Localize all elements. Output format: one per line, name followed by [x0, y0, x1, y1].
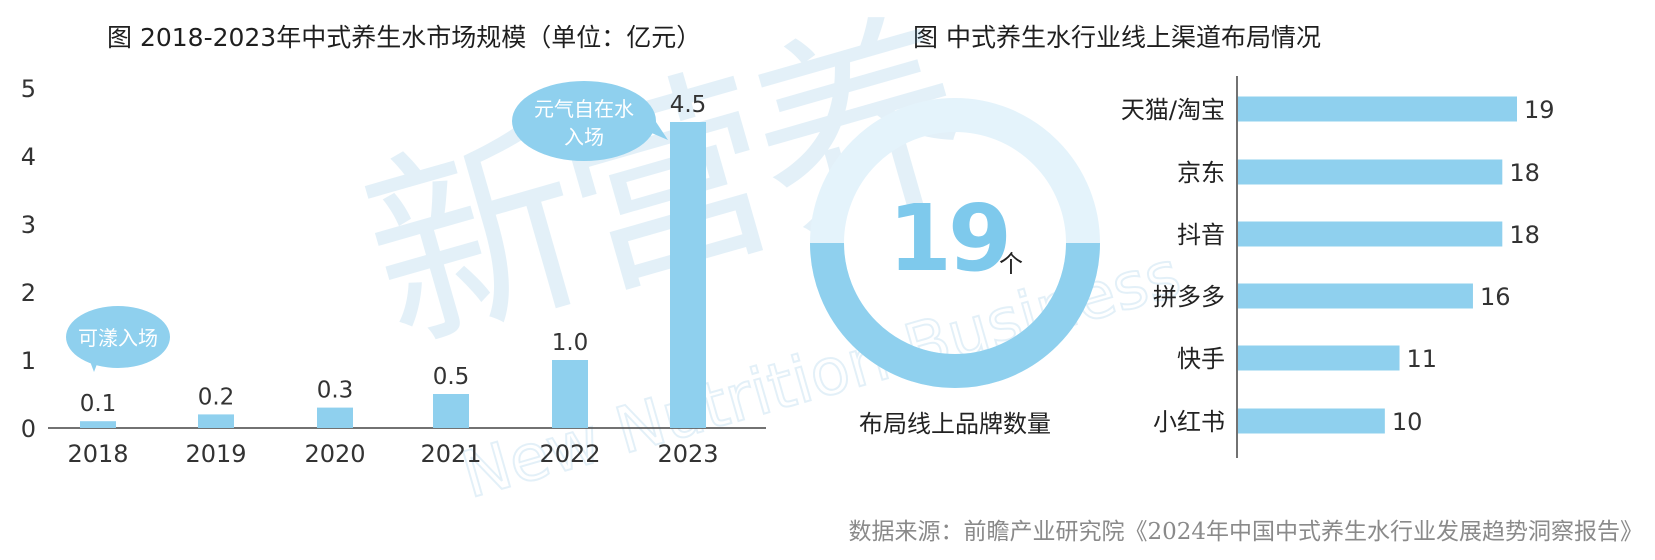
- hbar-3: [1238, 283, 1473, 309]
- bar-value-label: 0.2: [198, 384, 235, 410]
- y-tick-label: 3: [21, 211, 36, 239]
- x-tick-label: 2018: [67, 440, 128, 468]
- bar-value-label: 0.1: [80, 391, 117, 417]
- callout-text: 元气自在水: [534, 97, 634, 121]
- callout-text: 入场: [564, 125, 604, 149]
- bar-2022: [552, 360, 588, 428]
- category-label: 小红书: [1153, 408, 1225, 436]
- x-tick-label: 2023: [657, 440, 718, 468]
- y-tick-label: 5: [21, 75, 36, 103]
- market-size-chart: 0 1 2 3 4 5 0.1 2018 0.2 2019 0.3 2020 0.5 2021 1.0 202…: [21, 75, 766, 468]
- right-chart-title: 图 中式养生水行业线上渠道布局情况: [913, 23, 1321, 52]
- hbar-1: [1238, 159, 1503, 185]
- x-tick-label: 2021: [420, 440, 481, 468]
- category-label: 拼多多: [1153, 283, 1225, 311]
- hbar-0: [1238, 96, 1517, 122]
- callout-2018: 可漾入场: [66, 306, 170, 372]
- callout-text: 可漾入场: [78, 326, 158, 350]
- bar-2018: [80, 421, 116, 428]
- x-tick-label: 2019: [185, 440, 246, 468]
- x-tick-label: 2020: [304, 440, 365, 468]
- ring-value: 19: [888, 185, 1008, 292]
- hbar-value-label: 10: [1392, 408, 1423, 436]
- hbar-value-label: 18: [1509, 159, 1540, 187]
- hbar-value-label: 16: [1480, 283, 1511, 311]
- y-tick-label: 1: [21, 347, 36, 375]
- y-tick-label: 4: [21, 143, 36, 171]
- category-label: 天猫/淘宝: [1121, 96, 1225, 124]
- left-chart-title: 图 2018-2023年中式养生水市场规模（单位：亿元）: [107, 23, 702, 52]
- y-tick-label: 0: [21, 415, 36, 443]
- hbar-value-label: 19: [1524, 96, 1555, 124]
- category-label: 京东: [1177, 159, 1225, 187]
- x-tick-label: 2022: [539, 440, 600, 468]
- bar-2021: [433, 394, 469, 428]
- y-tick-label: 2: [21, 279, 36, 307]
- bar-value-label: 1.0: [552, 330, 589, 356]
- category-label: 抖音: [1177, 221, 1225, 249]
- bar-value-label: 0.5: [433, 364, 470, 390]
- hbar-5: [1238, 408, 1385, 434]
- data-source-note: 数据来源：前瞻产业研究院《2024年中国中式养生水行业发展趋势洞察报告》: [848, 519, 1643, 545]
- bar-2020: [317, 407, 353, 428]
- hbar-4: [1238, 345, 1400, 371]
- hbar-value-label: 11: [1407, 345, 1438, 373]
- watermark: 新营养 New Nutrition Business: [341, 0, 1189, 514]
- ring-unit: 个: [999, 250, 1023, 278]
- bar-value-label: 0.3: [317, 378, 354, 404]
- bar-value-label: 4.5: [670, 92, 707, 118]
- channel-chart: 天猫/淘宝 19 京东 18 抖音 18 拼多多 16 快手 11 小红书 10: [1121, 76, 1555, 458]
- ring-fill-arc: [810, 242, 1100, 388]
- ring-label: 布局线上品牌数量: [859, 410, 1051, 438]
- bar-2023: [670, 122, 706, 428]
- bar-2019: [198, 414, 234, 428]
- hbar-value-label: 18: [1509, 221, 1540, 249]
- hbar-2: [1238, 221, 1503, 247]
- category-label: 快手: [1177, 345, 1225, 373]
